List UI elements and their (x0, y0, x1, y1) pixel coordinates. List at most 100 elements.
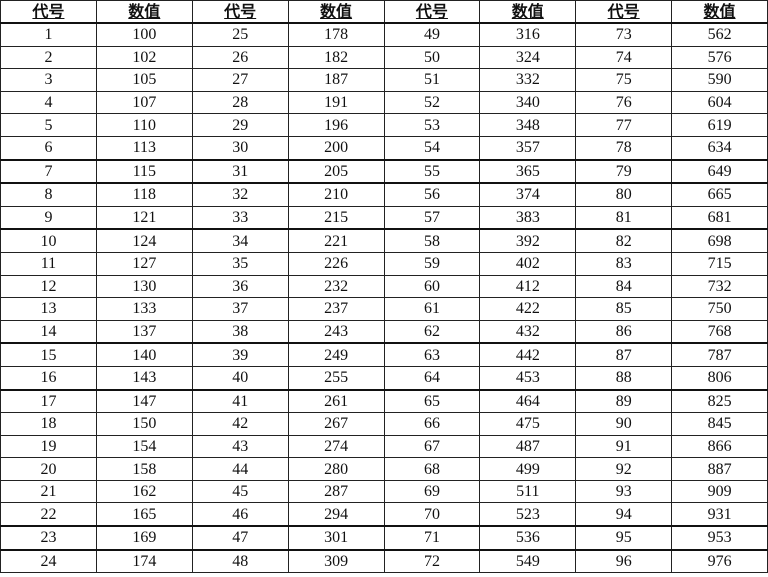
value-cell: 205 (287, 158, 385, 184)
value-cell: 383 (479, 205, 577, 230)
code-cell: 87 (575, 342, 673, 367)
table-row: 10 124 34 221 58 392 82 698 (0, 228, 768, 253)
code-cell: 81 (575, 205, 673, 230)
code-cell: 20 (0, 457, 97, 481)
code-cell: 48 (191, 548, 289, 574)
code-cell: 36 (191, 274, 289, 299)
code-cell: 51 (383, 68, 481, 92)
value-cell: 499 (479, 457, 577, 481)
code-cell: 68 (383, 457, 481, 481)
code-cell: 50 (383, 45, 481, 70)
value-cell: 294 (287, 502, 385, 527)
value-cell: 287 (287, 479, 385, 504)
value-cell: 115 (95, 158, 193, 184)
value-cell: 215 (287, 205, 385, 230)
table-row: 8 118 32 210 56 374 80 665 (0, 182, 768, 207)
code-cell: 70 (383, 502, 481, 527)
value-cell: 324 (479, 45, 577, 70)
code-cell: 52 (383, 90, 481, 115)
value-cell: 536 (479, 525, 577, 551)
code-cell: 4 (0, 90, 97, 115)
table-row: 14 137 38 243 62 432 86 768 (0, 319, 768, 344)
code-cell: 72 (383, 548, 481, 574)
code-cell: 63 (383, 342, 481, 367)
code-cell: 55 (383, 158, 481, 184)
code-cell: 94 (575, 502, 673, 527)
code-cell: 31 (191, 158, 289, 184)
table-row: 6 113 30 200 54 357 78 634 (0, 135, 768, 161)
value-cell: 158 (95, 457, 193, 481)
value-cell: 412 (479, 274, 577, 299)
code-cell: 75 (575, 68, 673, 92)
code-cell: 10 (0, 228, 97, 253)
code-cell: 38 (191, 319, 289, 344)
value-cell: 931 (671, 502, 768, 527)
code-cell: 40 (191, 365, 289, 391)
code-cell: 93 (575, 479, 673, 504)
code-cell: 26 (191, 45, 289, 70)
value-cell: 750 (671, 297, 768, 321)
value-cell: 523 (479, 502, 577, 527)
value-cell: 442 (479, 342, 577, 367)
value-cell: 113 (95, 135, 193, 161)
table-row: 4 107 28 191 52 340 76 604 (0, 90, 768, 115)
value-cell: 422 (479, 297, 577, 321)
code-cell: 30 (191, 135, 289, 161)
value-cell: 309 (287, 548, 385, 574)
value-cell: 332 (479, 68, 577, 92)
value-cell: 487 (479, 434, 577, 459)
table-row: 24 174 48 309 72 549 96 976 (0, 548, 768, 574)
value-cell: 150 (95, 412, 193, 436)
table-row: 9 121 33 215 57 383 81 681 (0, 205, 768, 230)
code-cell: 66 (383, 412, 481, 436)
code-cell: 16 (0, 365, 97, 391)
table-row: 21 162 45 287 69 511 93 909 (0, 479, 768, 504)
code-cell: 91 (575, 434, 673, 459)
value-cell: 243 (287, 319, 385, 344)
value-cell: 365 (479, 158, 577, 184)
value-cell: 124 (95, 228, 193, 253)
value-cell: 162 (95, 479, 193, 504)
code-cell: 83 (575, 251, 673, 276)
value-cell: 210 (287, 182, 385, 207)
value-cell: 274 (287, 434, 385, 459)
code-cell: 23 (0, 525, 97, 551)
table-row: 5 110 29 196 53 348 77 619 (0, 113, 768, 137)
code-cell: 22 (0, 502, 97, 527)
value-cell: 909 (671, 479, 768, 504)
value-cell: 249 (287, 342, 385, 367)
value-cell: 237 (287, 297, 385, 321)
code-cell: 65 (383, 388, 481, 414)
code-cell: 56 (383, 182, 481, 207)
code-cell: 79 (575, 158, 673, 184)
code-cell: 8 (0, 182, 97, 207)
code-cell: 90 (575, 412, 673, 436)
code-cell: 84 (575, 274, 673, 299)
code-cell: 32 (191, 182, 289, 207)
code-cell: 11 (0, 251, 97, 276)
value-cell: 130 (95, 274, 193, 299)
value-cell: 768 (671, 319, 768, 344)
code-cell: 82 (575, 228, 673, 253)
value-cell: 953 (671, 525, 768, 551)
code-cell: 76 (575, 90, 673, 115)
code-cell: 49 (383, 21, 481, 47)
code-cell: 92 (575, 457, 673, 481)
code-cell: 73 (575, 21, 673, 47)
table-row: 2 102 26 182 50 324 74 576 (0, 45, 768, 70)
table-row: 19 154 43 274 67 487 91 866 (0, 434, 768, 459)
code-cell: 39 (191, 342, 289, 367)
value-cell: 147 (95, 388, 193, 414)
table-row: 1 100 25 178 49 316 73 562 (0, 21, 768, 47)
value-cell: 825 (671, 388, 768, 414)
value-cell: 453 (479, 365, 577, 391)
header-code: 代号 (575, 0, 673, 24)
value-cell: 154 (95, 434, 193, 459)
code-cell: 86 (575, 319, 673, 344)
value-cell: 357 (479, 135, 577, 161)
code-cell: 45 (191, 479, 289, 504)
code-cell: 95 (575, 525, 673, 551)
value-cell: 174 (95, 548, 193, 574)
code-cell: 6 (0, 135, 97, 161)
header-code: 代号 (0, 0, 97, 24)
